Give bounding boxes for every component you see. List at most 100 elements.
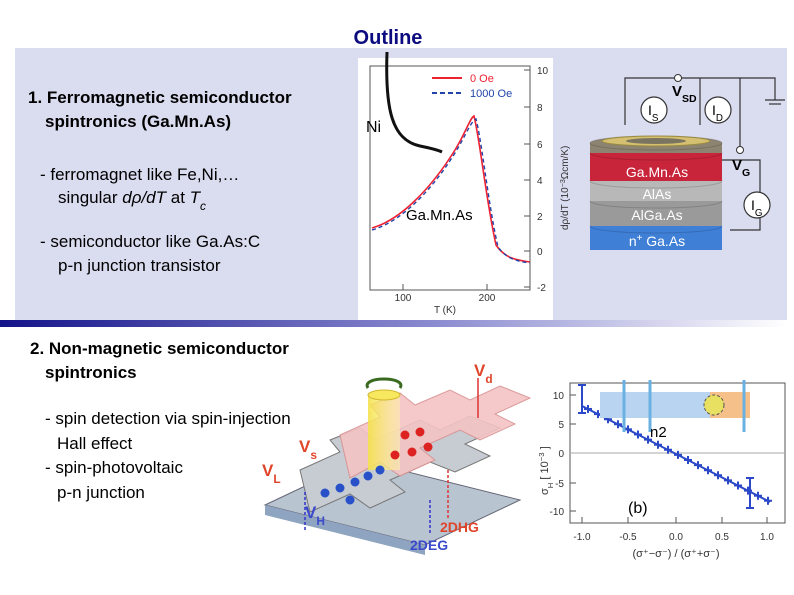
layer-label: Ga.Mn.As (626, 164, 688, 180)
layer-label: AlAs (643, 186, 672, 202)
bullet: p-n junction (57, 483, 145, 502)
y-tick-label: 10 (537, 66, 549, 77)
layer-label: 2DEG (410, 537, 448, 553)
error-bar (578, 384, 586, 414)
y-tick-label: -2 (537, 283, 546, 294)
voltage-label-part: G (742, 167, 750, 179)
meter (704, 96, 732, 124)
electron (320, 488, 330, 498)
bullet: - semiconductor like Ga.As:C (40, 232, 260, 251)
bullet-part: c (200, 199, 206, 213)
current-label: ID (712, 102, 723, 124)
inset-blue (600, 392, 710, 418)
y-tick-label: 10 (553, 391, 565, 402)
y-tick-label: 5 (558, 420, 564, 431)
y-axis-label: dρ/dT (10−3Ωcm/K) (560, 146, 572, 230)
x-tick-label: 1.0 (760, 532, 774, 543)
layer-label-part: Ga.As (642, 233, 685, 249)
legend-label: 1000 Oe (470, 88, 512, 100)
voltage-label-part: V (732, 157, 742, 174)
y-tick-label: 0 (537, 247, 543, 258)
y-tick-label: -10 (550, 507, 565, 518)
x-tick-label: 200 (479, 293, 496, 304)
error-bar (746, 477, 754, 509)
y-tick-label: 8 (537, 103, 543, 114)
curve (371, 118, 531, 264)
voltage-label-part: s (310, 448, 317, 462)
bullet: Hall effect (57, 434, 133, 453)
current-label: IG (751, 197, 763, 219)
contact-center (626, 138, 686, 144)
voltage-label-part: H (316, 514, 325, 528)
y-axis-label-part: −3 (537, 452, 546, 461)
data-cross (764, 496, 772, 505)
data-cross (754, 491, 762, 500)
data-cross (584, 405, 592, 413)
y-axis-label-part: dρ/dT (10 (560, 187, 571, 230)
current-label-part: D (716, 113, 723, 124)
figure-label: n2 (650, 424, 667, 441)
inset-dot (703, 394, 725, 416)
current-label-part: S (652, 113, 659, 124)
data-cross (714, 471, 722, 480)
y-axis-label-part: H (546, 483, 555, 489)
hole (423, 442, 433, 452)
electron (375, 465, 385, 475)
voltage-label: Vs (299, 437, 317, 462)
terminal (674, 74, 682, 82)
meter (640, 96, 668, 124)
data-cross (654, 440, 662, 449)
current-label: IS (648, 102, 659, 124)
y-axis-label: σH [ 10−3 ] (537, 446, 555, 495)
data-cross (614, 420, 622, 429)
hole (390, 450, 400, 460)
voltage-label-part: L (273, 472, 280, 486)
voltage-label-part: d (485, 372, 492, 386)
section-heading: spintronics (Ga.Mn.As) (45, 112, 231, 131)
bullet: singular dρ/dT at Tc (58, 188, 206, 213)
data-cross (694, 461, 702, 470)
bullet-part: dρ/dT (122, 188, 167, 207)
hole (400, 430, 410, 440)
voltage-label-part: V (262, 461, 274, 480)
y-tick-label: 0 (558, 449, 564, 460)
data-cross (644, 435, 652, 444)
data-cross (724, 476, 732, 485)
current-label-part: G (755, 208, 763, 219)
data-cross (684, 456, 692, 464)
y-axis-label-part: −3 (560, 179, 567, 187)
y-tick-label: 4 (537, 176, 543, 187)
current-label-part: I (751, 197, 755, 213)
hole (415, 427, 425, 437)
voltage-label: VSD (672, 83, 697, 105)
electron (350, 477, 360, 487)
divider-bar (0, 320, 787, 327)
bullet: - spin-photovoltaic (45, 458, 183, 477)
y-axis-label-part: σ (539, 488, 551, 495)
x-tick-label: -0.5 (619, 532, 637, 543)
layer-label: AlGa.As (631, 207, 682, 223)
circuit-wire (624, 77, 741, 150)
layer-label: n+ Ga.As (629, 233, 685, 250)
data-cross (634, 430, 642, 439)
data-cross (664, 445, 672, 454)
bullet: - ferromagnet like Fe,Ni,… (40, 165, 239, 184)
voltage-label: Vd (474, 361, 493, 386)
figure-label: Ni (366, 119, 381, 136)
plot-frame (369, 65, 531, 291)
x-axis-label: (σ⁺−σ⁻) / (σ⁺+σ⁻) (632, 548, 719, 560)
x-tick-label: -1.0 (573, 532, 591, 543)
x-axis-label: T (K) (434, 305, 456, 316)
figure-background (358, 58, 553, 320)
meter (743, 191, 771, 219)
terminal (736, 146, 744, 154)
section-heading: spintronics (45, 363, 137, 382)
bullet: - spin detection via spin-injection (45, 409, 291, 428)
light-beam-top (367, 389, 401, 401)
electron (345, 495, 355, 505)
y-axis-label-part: [ 10 (539, 461, 551, 482)
electron (363, 471, 373, 481)
voltage-label-part: V (672, 83, 682, 100)
section-heading: 1. Ferromagnetic semiconductor (28, 88, 292, 107)
